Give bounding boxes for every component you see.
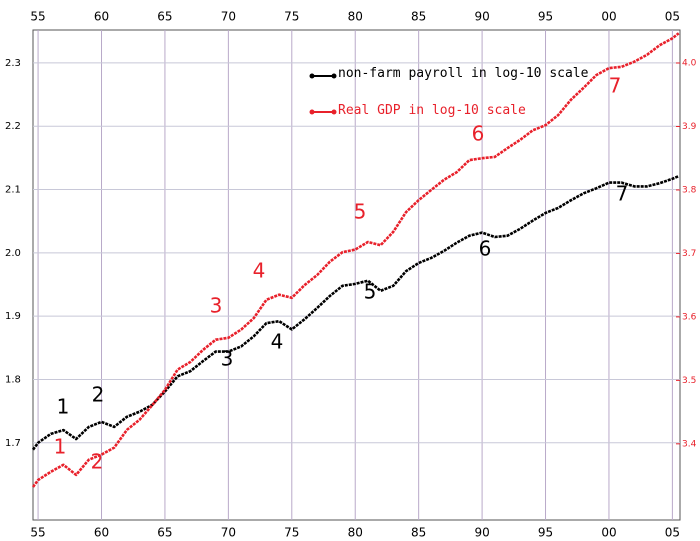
- annotation: 4: [271, 330, 284, 354]
- y-tick-label: 2.1: [5, 185, 21, 196]
- x-tick-label: 75: [284, 526, 299, 540]
- x-tick-label: 80: [348, 10, 363, 24]
- x-tick-label: 60: [94, 10, 109, 24]
- annotation: 1: [54, 435, 67, 459]
- x-tick-label: 70: [221, 10, 236, 24]
- legend-marker: [331, 109, 337, 115]
- x-tick-label: 55: [30, 526, 45, 540]
- annotation: 6: [472, 122, 485, 146]
- y2-tick-label: 3.6: [682, 312, 697, 322]
- annotation: 5: [364, 280, 377, 304]
- annotation: 5: [354, 200, 367, 224]
- annotation: 6: [479, 237, 492, 261]
- y-tick-label: 2.0: [5, 248, 21, 259]
- y-tick-label: 1.7: [5, 438, 21, 449]
- annotation: 2: [91, 450, 104, 474]
- y2-tick-label: 3.5: [682, 376, 696, 386]
- x-tick-label: 00: [601, 10, 616, 24]
- legend-marker: [309, 73, 315, 79]
- x-tick-label: 05: [665, 526, 680, 540]
- y2-tick-label: 3.7: [682, 249, 696, 259]
- x-tick-label: 85: [411, 10, 426, 24]
- x-tick-label: 05: [665, 10, 680, 24]
- annotation: 7: [616, 182, 629, 206]
- annotation: 1: [57, 395, 70, 419]
- annotation: 2: [92, 383, 105, 407]
- x-tick-label: 65: [157, 10, 172, 24]
- legend-label: Real GDP in log-10 scale: [338, 103, 526, 118]
- annotation: 7: [609, 74, 622, 98]
- y-tick-label: 1.9: [5, 311, 21, 322]
- data-line: [31, 32, 680, 488]
- x-tick-label: 95: [538, 10, 553, 24]
- annotation: 4: [253, 259, 266, 283]
- plot-frame: [32, 29, 681, 521]
- x-tick-label: 80: [348, 526, 363, 540]
- x-tick-label: 90: [474, 526, 489, 540]
- x-tick-label: 70: [221, 526, 236, 540]
- x-tick-label: 65: [157, 526, 172, 540]
- x-tick-label: 85: [411, 526, 426, 540]
- y2-tick-label: 3.8: [682, 185, 697, 195]
- y2-tick-label: 3.9: [682, 122, 697, 132]
- legend-marker: [309, 109, 315, 115]
- annotation: 3: [210, 294, 223, 318]
- y-tick-label: 2.2: [5, 121, 21, 132]
- y2-tick-label: 4.0: [682, 59, 697, 69]
- y-tick-label: 2.3: [5, 58, 21, 69]
- x-tick-label: 95: [538, 526, 553, 540]
- data-line: [31, 174, 680, 451]
- x-tick-label: 90: [474, 10, 489, 24]
- x-tick-label: 00: [601, 526, 616, 540]
- annotation: 3: [221, 347, 234, 371]
- x-tick-label: 55: [30, 10, 45, 24]
- legend-label: non-farm payroll in log-10 scale: [338, 66, 589, 81]
- y-tick-label: 1.8: [5, 374, 21, 385]
- x-tick-label: 60: [94, 526, 109, 540]
- x-tick-label: 75: [284, 10, 299, 24]
- y2-tick-label: 3.4: [682, 439, 697, 449]
- legend-marker: [331, 73, 337, 79]
